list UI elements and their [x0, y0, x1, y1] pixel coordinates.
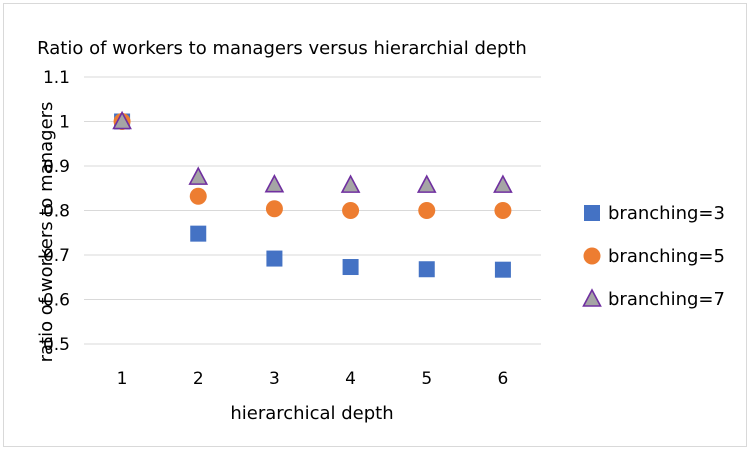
y-tick-label: 0.8 [43, 202, 70, 222]
legend-item: branching=3 [584, 203, 725, 224]
data-point [342, 202, 360, 219]
data-point [494, 261, 511, 278]
data-point [188, 166, 209, 185]
chart-title: Ratio of workers to managers versus hier… [37, 38, 527, 59]
data-point [264, 173, 285, 193]
series-square [114, 113, 511, 278]
scatter-chart: Ratio of workers to managers versus hier… [36, 38, 725, 424]
y-axis-ticks: 0.5 0.6 0.7 0.8 0.9 1 1.1 [43, 68, 70, 355]
data-point [342, 259, 359, 276]
y-tick-label: 0.6 [43, 291, 70, 311]
x-tick-label: 2 [193, 369, 204, 389]
data-point [416, 174, 437, 193]
legend-item: branching=7 [582, 288, 725, 310]
legend-marker [584, 205, 600, 221]
x-tick-label: 1 [117, 369, 128, 389]
legend-marker [583, 247, 601, 265]
data-point [418, 261, 435, 278]
y-tick-label: 1 [59, 113, 70, 133]
series-triangle [112, 110, 513, 193]
gridlines [84, 76, 541, 345]
data-point [189, 187, 207, 205]
legend-label: branching=7 [608, 289, 725, 310]
data-point [266, 250, 283, 267]
chart-frame: Ratio of workers to managers versus hier… [3, 3, 747, 447]
y-axis-title: ratio of workers to managers [36, 102, 57, 363]
x-tick-label: 3 [269, 369, 280, 389]
y-tick-label: 0.7 [43, 246, 70, 266]
data-point [494, 202, 512, 219]
data-point [493, 174, 513, 193]
data-point [112, 110, 132, 130]
data-point [340, 174, 361, 193]
x-axis-ticks: 1 2 3 4 5 6 [117, 369, 509, 389]
y-tick-label: 1.1 [43, 68, 70, 88]
legend: branching=3 branching=5 branching=7 [582, 203, 725, 310]
legend-label: branching=3 [608, 203, 725, 224]
data-point [190, 225, 207, 242]
x-tick-label: 6 [498, 369, 509, 389]
legend-marker [582, 288, 602, 307]
x-tick-label: 5 [421, 369, 432, 389]
y-tick-label: 0.5 [43, 335, 70, 355]
x-tick-label: 4 [345, 369, 356, 389]
y-tick-label: 0.9 [43, 157, 70, 177]
data-point [418, 202, 436, 219]
data-point [265, 200, 283, 218]
x-axis-title: hierarchical depth [230, 403, 393, 424]
legend-item: branching=5 [583, 246, 725, 267]
data-points [112, 110, 513, 278]
legend-label: branching=5 [608, 246, 725, 267]
